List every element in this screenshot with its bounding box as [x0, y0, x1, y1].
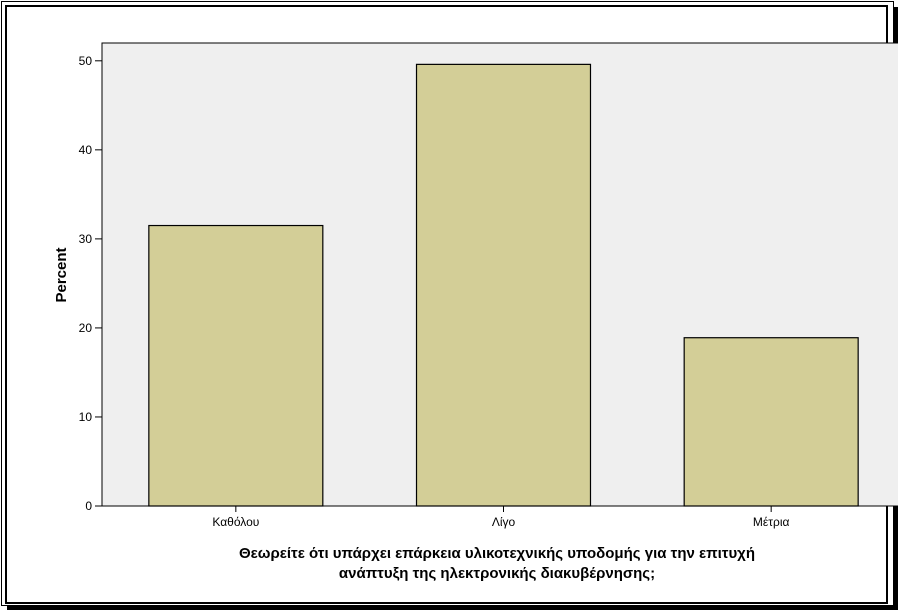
- frame-shadow-bottom: [7, 605, 898, 610]
- x-tick-label: Καθόλου: [212, 515, 259, 529]
- y-tick-label: 30: [79, 232, 93, 246]
- x-axis-title-line-1: Θεωρείτε ότι υπάρχει επάρκεια υλικοτεχνι…: [239, 545, 755, 562]
- x-axis-title-line-2: ανάπτυξη της ηλεκτρονικής διακυβέρνησης;: [339, 565, 655, 582]
- x-axis: Καθόλου Λίγο Μέτρια: [212, 506, 789, 529]
- bars-group: [148, 63, 859, 507]
- x-tick-label: Λίγο: [492, 515, 516, 529]
- bar-1: [148, 224, 324, 507]
- y-tick-label: 10: [79, 410, 93, 424]
- y-tick-label: 0: [85, 499, 92, 513]
- y-tick-label: 20: [79, 321, 93, 335]
- x-tick-label: Μέτρια: [753, 515, 790, 529]
- bar-2: [415, 63, 592, 507]
- y-tick-label: 40: [79, 143, 93, 157]
- y-axis: 0 10 20 30 40 50: [79, 54, 102, 513]
- bar-3: [683, 337, 859, 507]
- y-axis-title: Percent: [53, 247, 70, 302]
- y-tick-label: 50: [79, 54, 93, 68]
